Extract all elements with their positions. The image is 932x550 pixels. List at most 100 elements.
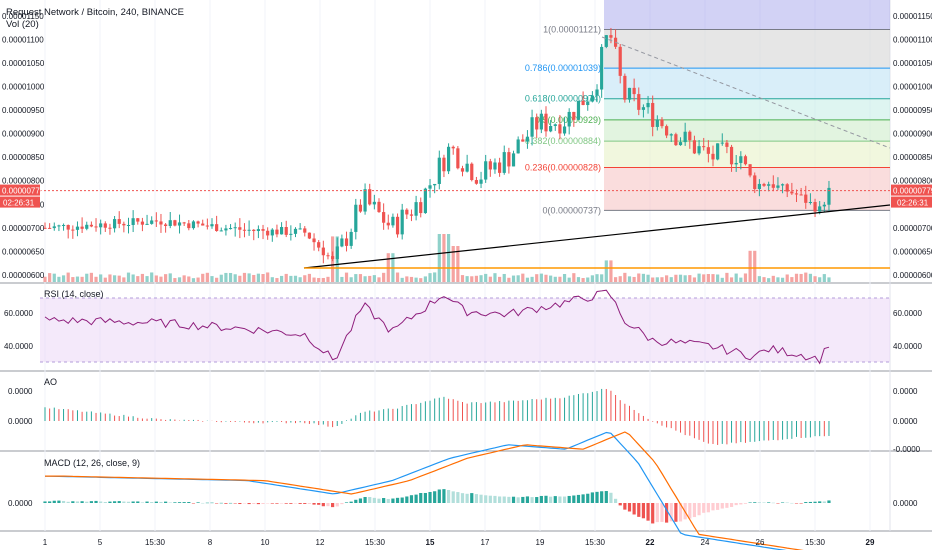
macd-histogram-bar — [201, 502, 205, 504]
candle-body — [228, 228, 233, 230]
candle-body — [270, 229, 274, 236]
macd-histogram-bar — [377, 498, 381, 503]
candle-body — [354, 204, 358, 232]
volume-bar — [586, 277, 590, 282]
macd-histogram-bar — [228, 502, 233, 504]
countdown-badge-left — [0, 196, 40, 208]
macd-histogram-bar — [372, 497, 376, 503]
price-axis-tick-left: 0.00000650 — [2, 247, 45, 256]
volume-bar — [168, 273, 172, 282]
candle-body — [669, 134, 673, 136]
volume-bar — [261, 274, 265, 282]
candle-body — [558, 124, 562, 134]
macd-histogram-bar — [674, 503, 678, 522]
candle-body — [215, 224, 219, 232]
candle-body — [289, 233, 293, 235]
grid-lines — [0, 0, 932, 532]
fib-zone — [604, 167, 890, 211]
volume-bar — [562, 273, 567, 282]
volume-bar — [368, 275, 372, 282]
fib-zone — [604, 68, 890, 99]
macd-histogram-bar — [112, 501, 117, 503]
time-axis-label: 29 — [866, 538, 875, 547]
price-axis-tick: 0.00000800 — [893, 177, 932, 186]
candle-body — [164, 224, 168, 226]
candle-body — [71, 229, 75, 231]
volume-bar — [145, 276, 149, 282]
candle-body — [697, 146, 701, 154]
macd-histogram-bar — [279, 503, 284, 504]
candle-body — [785, 184, 789, 192]
volume-bar — [238, 275, 242, 282]
macd-histogram-bar — [205, 502, 209, 504]
macd-histogram-bar — [145, 501, 149, 503]
trend-drawings[interactable] — [40, 36, 891, 269]
volume-bar — [150, 272, 154, 282]
macd-histogram-bar — [85, 501, 89, 503]
candle-body — [419, 202, 423, 214]
volume-bar — [279, 275, 284, 282]
candle-body — [618, 46, 622, 76]
volume-bar — [660, 277, 664, 282]
volume-bar — [446, 234, 451, 282]
macd-histogram-bar — [266, 503, 270, 504]
price-axis-tick: 0.00000950 — [893, 106, 932, 115]
volume-bar — [451, 246, 455, 282]
macd-histogram-bar — [465, 493, 469, 503]
volume-bar — [108, 274, 112, 282]
macd-histogram-bar — [386, 498, 390, 503]
price-axis-tick: 0.00000850 — [893, 153, 932, 162]
volume-bar — [748, 250, 752, 282]
candle-body — [159, 221, 163, 225]
price-axis-tick: 0.00000650 — [893, 247, 932, 256]
candle-body — [627, 87, 632, 100]
macd-histogram-bar — [275, 503, 279, 504]
candle-body — [780, 184, 785, 186]
macd-histogram-bar — [89, 501, 93, 503]
macd-histogram-bar — [660, 503, 664, 522]
candle-body — [321, 247, 325, 256]
candle-body — [572, 111, 576, 120]
macd-histogram-bar — [702, 503, 706, 513]
volume-bar — [613, 277, 618, 282]
candle-body — [279, 227, 284, 235]
volume-bar — [210, 276, 214, 282]
macd-histogram-bar — [651, 503, 655, 524]
volume-bar — [474, 275, 479, 282]
volume-bar — [493, 273, 497, 282]
candle-body — [767, 184, 771, 186]
chart-title: Request Network / Bitcoin, 240, BINANCE — [6, 7, 184, 18]
fib-zone — [604, 119, 890, 142]
candle-body — [507, 152, 511, 167]
volume-bar — [516, 275, 520, 282]
volume-bar — [196, 277, 200, 282]
time-axis-label: 15:30 — [805, 538, 826, 547]
candle-body — [674, 134, 678, 146]
macd-histogram-bar — [827, 500, 831, 503]
macd-histogram-bar — [99, 501, 103, 503]
volume-bar — [419, 278, 423, 282]
volume-bar — [511, 275, 516, 282]
price-axis-tick-left: 0.00000700 — [2, 224, 45, 233]
volume-bar — [465, 276, 469, 282]
candle-body — [391, 216, 395, 226]
macd-histogram-bar — [108, 501, 112, 503]
volume-bar — [293, 275, 298, 282]
macd-histogram-bar — [307, 503, 312, 504]
macd-histogram-bar — [335, 503, 339, 507]
macd-pane — [43, 431, 831, 550]
macd-histogram-bar — [525, 496, 530, 503]
macd-histogram-bar — [511, 496, 516, 503]
candle-body — [451, 146, 455, 149]
macd-histogram-bar — [544, 495, 548, 503]
volume-bar — [117, 275, 121, 282]
fibonacci-retracement[interactable]: 1(0.00001121) 0.786(0.00001039) 0.618(0.00… — [525, 0, 890, 215]
macd-histogram-bar — [317, 503, 321, 505]
macd-histogram-bar — [549, 496, 553, 503]
volume-bar — [173, 278, 177, 282]
candle-body — [595, 89, 599, 96]
macd-histogram-bar — [419, 493, 423, 503]
ao-axis-tick: 0.0000 — [893, 417, 918, 426]
macd-histogram-bar — [655, 503, 659, 523]
